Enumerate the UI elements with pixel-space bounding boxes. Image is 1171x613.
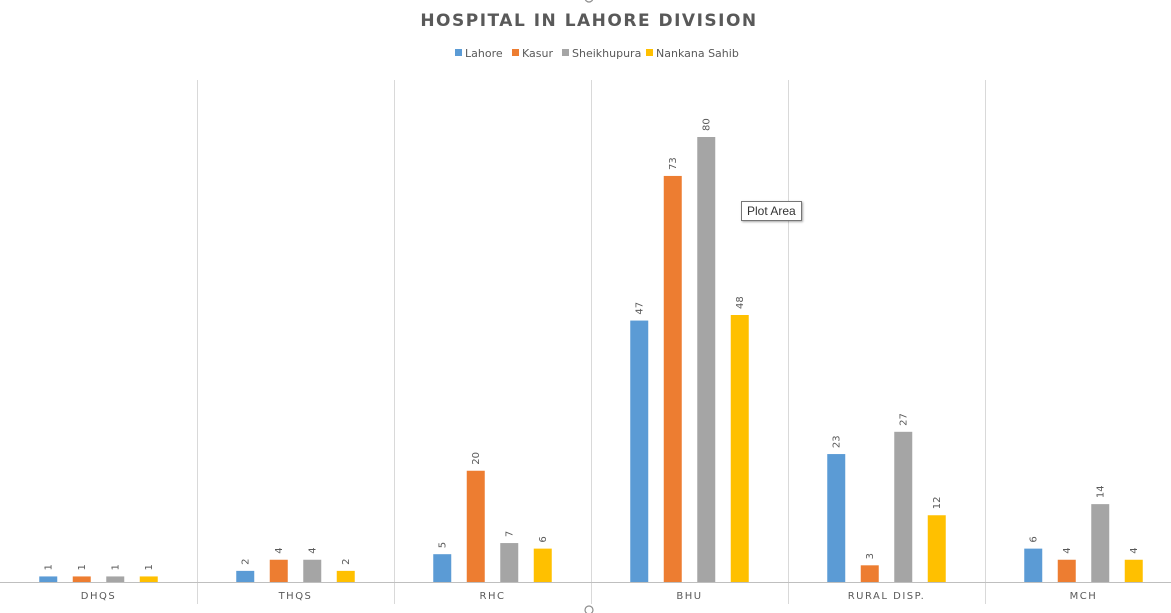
data-label-kasur-rural-disp: 3 [865, 553, 876, 559]
x-tick-label-dhqs: DHQS [81, 591, 116, 602]
data-label-sheikhupura-rural-disp: 27 [898, 413, 909, 426]
bar-nankana-sahib-rural-disp[interactable] [927, 515, 946, 582]
resize-handle-bottom[interactable] [584, 605, 594, 613]
x-tick-label-rhc: RHC [480, 591, 506, 602]
data-label-nankana-sahib-thqs: 2 [341, 559, 352, 565]
category-separators [0, 80, 1171, 604]
data-label-lahore-rural-disp: 23 [831, 435, 842, 448]
bar-lahore-bhu[interactable] [630, 320, 649, 582]
data-label-nankana-sahib-mch: 4 [1129, 547, 1140, 553]
bar-nankana-sahib-rhc[interactable] [533, 548, 552, 582]
bar-kasur-thqs[interactable] [269, 559, 288, 582]
data-label-kasur-rhc: 20 [471, 452, 482, 465]
data-label-nankana-sahib-rural-disp: 12 [932, 497, 943, 510]
data-label-nankana-sahib-rhc: 6 [538, 536, 549, 542]
data-label-lahore-bhu: 47 [634, 302, 645, 315]
data-label-lahore-rhc: 5 [437, 542, 448, 548]
data-label-kasur-bhu: 73 [668, 157, 679, 170]
bar-lahore-rural-disp[interactable] [827, 454, 846, 582]
bar-series-group [39, 137, 1143, 582]
bar-nankana-sahib-bhu[interactable] [730, 315, 749, 582]
x-tick-label-rural-disp: RURAL DISP. [848, 591, 926, 602]
bar-sheikhupura-mch[interactable] [1091, 504, 1110, 582]
bar-lahore-dhqs[interactable] [39, 576, 58, 582]
data-label-kasur-mch: 4 [1062, 547, 1073, 553]
data-label-lahore-dhqs: 1 [43, 564, 54, 570]
data-label-nankana-sahib-dhqs: 1 [144, 564, 155, 570]
chart-title: HOSPITAL IN LAHORE DIVISION [420, 11, 757, 31]
bar-kasur-bhu[interactable] [663, 175, 682, 582]
legend-swatch-lahore [455, 49, 462, 56]
bar-sheikhupura-rural-disp[interactable] [894, 431, 913, 582]
resize-handle-top[interactable] [584, 0, 594, 3]
x-tick-label-bhu: BHU [676, 591, 702, 602]
data-label-lahore-thqs: 2 [240, 559, 251, 565]
bar-nankana-sahib-dhqs[interactable] [139, 576, 158, 582]
bar-nankana-sahib-thqs[interactable] [336, 570, 355, 582]
plot-area-tooltip: Plot Area [741, 201, 802, 221]
bar-kasur-dhqs[interactable] [72, 576, 91, 582]
data-label-sheikhupura-thqs: 4 [307, 547, 318, 553]
data-label-sheikhupura-dhqs: 1 [110, 564, 121, 570]
data-label-sheikhupura-bhu: 80 [701, 118, 712, 131]
bar-sheikhupura-bhu[interactable] [697, 137, 716, 582]
bar-lahore-rhc[interactable] [433, 554, 452, 582]
x-axis-tick-labels: DHQS THQS RHC BHU RURAL DISP. MCH [81, 591, 1098, 602]
bar-kasur-rural-disp[interactable] [860, 565, 879, 582]
legend-label-lahore: Lahore [465, 47, 503, 60]
x-tick-label-mch: MCH [1070, 591, 1098, 602]
chart-legend: Lahore Kasur Sheikhupura Nankana Sahib [455, 47, 739, 60]
bar-sheikhupura-thqs[interactable] [303, 559, 322, 582]
data-label-kasur-thqs: 4 [274, 547, 285, 553]
selection-handles [584, 0, 594, 613]
legend-swatch-sheikhupura [562, 49, 569, 56]
data-label-lahore-mch: 6 [1028, 536, 1039, 542]
data-label-nankana-sahib-bhu: 48 [735, 296, 746, 309]
data-label-sheikhupura-rhc: 7 [504, 531, 515, 537]
legend-swatch-kasur [512, 49, 519, 56]
bar-lahore-thqs[interactable] [236, 570, 255, 582]
bar-kasur-mch[interactable] [1057, 559, 1076, 582]
legend-label-sheikhupura: Sheikhupura [572, 47, 641, 60]
bar-kasur-rhc[interactable] [466, 470, 485, 582]
x-tick-label-thqs: THQS [278, 591, 313, 602]
data-label-sheikhupura-mch: 14 [1095, 485, 1106, 498]
bar-nankana-sahib-mch[interactable] [1124, 559, 1143, 582]
bar-sheikhupura-dhqs[interactable] [106, 576, 125, 582]
data-label-kasur-dhqs: 1 [77, 564, 88, 570]
bar-lahore-mch[interactable] [1024, 548, 1043, 582]
bar-sheikhupura-rhc[interactable] [500, 543, 519, 582]
legend-label-kasur: Kasur [522, 47, 553, 60]
legend-label-nankana-sahib: Nankana Sahib [656, 47, 739, 60]
legend-swatch-nankana-sahib [646, 49, 653, 56]
